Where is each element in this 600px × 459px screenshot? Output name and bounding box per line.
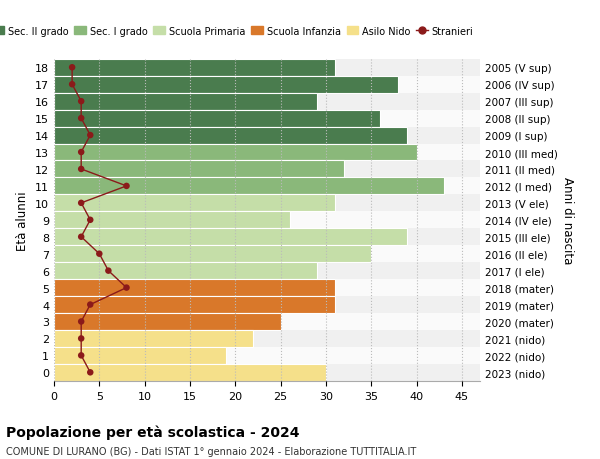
Bar — [54, 297, 335, 313]
Point — [76, 234, 86, 241]
Bar — [54, 313, 281, 330]
Bar — [54, 178, 480, 195]
Bar — [54, 297, 480, 313]
Bar — [54, 111, 480, 127]
Bar — [54, 127, 407, 144]
Bar — [54, 144, 480, 161]
Point — [122, 284, 131, 291]
Bar — [54, 263, 317, 280]
Bar — [54, 94, 317, 111]
Bar — [54, 77, 480, 94]
Bar — [54, 364, 326, 381]
Point — [76, 335, 86, 342]
Bar — [54, 229, 480, 246]
Bar — [54, 144, 416, 161]
Point — [85, 132, 95, 140]
Point — [76, 166, 86, 173]
Point — [104, 268, 113, 275]
Bar — [54, 111, 380, 127]
Point — [85, 217, 95, 224]
Bar — [54, 60, 480, 77]
Point — [76, 318, 86, 325]
Bar — [54, 347, 480, 364]
Bar — [54, 313, 480, 330]
Point — [85, 301, 95, 308]
Point — [122, 183, 131, 190]
Point — [67, 81, 77, 89]
Bar — [54, 161, 344, 178]
Bar — [54, 127, 480, 144]
Bar — [54, 246, 371, 263]
Point — [76, 200, 86, 207]
Point — [76, 98, 86, 106]
Point — [85, 369, 95, 376]
Bar — [54, 280, 480, 297]
Bar — [54, 212, 480, 229]
Bar — [54, 77, 398, 94]
Bar — [54, 364, 480, 381]
Bar — [54, 280, 335, 297]
Bar — [54, 330, 480, 347]
Bar — [54, 246, 480, 263]
Point — [76, 149, 86, 157]
Bar — [54, 229, 407, 246]
Bar — [54, 195, 480, 212]
Point — [67, 64, 77, 72]
Bar — [54, 263, 480, 280]
Legend: Sec. II grado, Sec. I grado, Scuola Primaria, Scuola Infanzia, Asilo Nido, Stran: Sec. II grado, Sec. I grado, Scuola Prim… — [0, 23, 478, 40]
Bar — [54, 178, 444, 195]
Bar — [54, 347, 226, 364]
Text: Popolazione per età scolastica - 2024: Popolazione per età scolastica - 2024 — [6, 425, 299, 439]
Point — [76, 115, 86, 123]
Y-axis label: Età alunni: Età alunni — [16, 190, 29, 250]
Bar — [54, 195, 335, 212]
Bar — [54, 161, 480, 178]
Bar — [54, 330, 253, 347]
Y-axis label: Anni di nascita: Anni di nascita — [562, 177, 574, 264]
Bar — [54, 94, 480, 111]
Bar — [54, 60, 335, 77]
Point — [95, 251, 104, 258]
Text: COMUNE DI LURANO (BG) - Dati ISTAT 1° gennaio 2024 - Elaborazione TUTTITALIA.IT: COMUNE DI LURANO (BG) - Dati ISTAT 1° ge… — [6, 446, 416, 456]
Point — [76, 352, 86, 359]
Bar — [54, 212, 290, 229]
